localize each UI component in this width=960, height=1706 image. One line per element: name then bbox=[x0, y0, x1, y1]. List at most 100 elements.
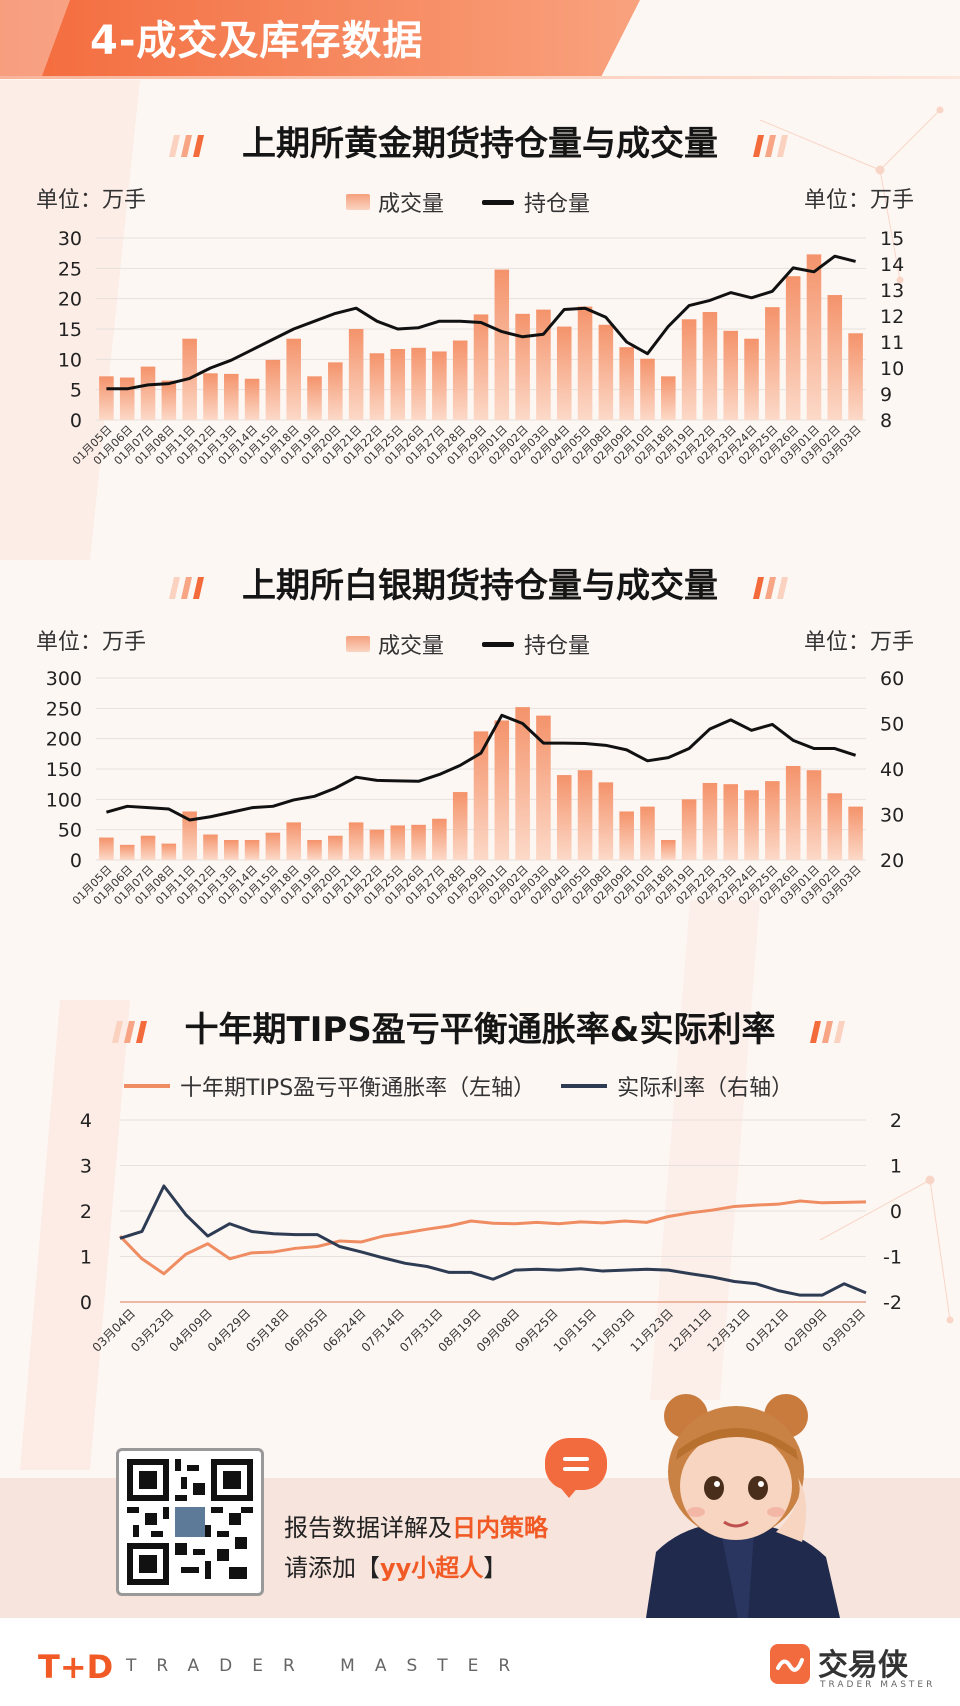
y-tick-label-left: 200 bbox=[46, 729, 82, 751]
bar bbox=[223, 839, 239, 860]
gold-unit-right: 单位：万手 bbox=[804, 188, 915, 213]
bar bbox=[411, 824, 426, 860]
y-tick-label-right: 9 bbox=[880, 384, 892, 406]
bar bbox=[765, 307, 780, 420]
bar bbox=[119, 377, 135, 420]
bar bbox=[140, 835, 156, 860]
gold-chart-title: 上期所黄金期货持仓量与成交量 bbox=[0, 116, 960, 165]
tips-chart: 01234-2-101203月04日03月23日04月09日04月29日05月1… bbox=[80, 1110, 902, 1355]
y-tick-label-left: 20 bbox=[58, 289, 82, 311]
legend-volume-label: 成交量 bbox=[378, 634, 445, 659]
stripes-right-icon bbox=[810, 1020, 846, 1043]
stripes-right-icon bbox=[753, 134, 788, 157]
bar bbox=[182, 811, 197, 860]
bar bbox=[432, 818, 447, 860]
stripes-left-icon bbox=[169, 576, 204, 599]
bar bbox=[328, 362, 343, 420]
y-tick-label-right: 1 bbox=[890, 1156, 902, 1178]
promo-line-2-highlight: yy小超人 bbox=[380, 1554, 484, 1582]
bar bbox=[390, 349, 406, 420]
bar bbox=[119, 844, 135, 860]
bar bbox=[661, 839, 676, 860]
legend-bar-swatch bbox=[346, 636, 370, 652]
bar bbox=[411, 347, 426, 420]
y-tick-label-right: 8 bbox=[880, 410, 892, 432]
bar bbox=[390, 825, 406, 860]
bar bbox=[577, 306, 593, 420]
y-tick-label-left: 150 bbox=[46, 759, 82, 781]
bar bbox=[785, 765, 801, 860]
bar bbox=[307, 376, 322, 420]
legend-real-label: 实际利率（右轴） bbox=[617, 1076, 794, 1101]
legend-real-swatch bbox=[561, 1084, 608, 1088]
bar bbox=[702, 312, 718, 420]
y-tick-label-right: 50 bbox=[880, 714, 904, 736]
y-tick-label-left: 15 bbox=[58, 319, 82, 341]
brand-subtitle-right: TRADER MASTER bbox=[820, 1680, 936, 1690]
bar bbox=[494, 269, 510, 420]
legend-bar-swatch bbox=[346, 194, 370, 210]
y-tick-label-left: 0 bbox=[80, 1292, 92, 1314]
brand-subtitle-left: TRADER MASTER bbox=[126, 1656, 531, 1676]
bar bbox=[432, 351, 447, 420]
bar bbox=[515, 313, 530, 420]
y-tick-label-right: 15 bbox=[880, 228, 904, 250]
silver-legend: 成交量 持仓量 bbox=[346, 628, 590, 660]
promo-line-1-highlight: 日内策略 bbox=[452, 1514, 548, 1542]
legend-volume-label: 成交量 bbox=[378, 192, 445, 217]
bar bbox=[265, 832, 281, 860]
bar bbox=[161, 380, 177, 420]
bar bbox=[723, 784, 739, 860]
y-tick-label-left: 0 bbox=[70, 850, 82, 872]
promo-line-1: 报告数据详解及日内策略 bbox=[284, 1508, 548, 1543]
y-tick-label-right: 40 bbox=[880, 759, 904, 781]
bar bbox=[640, 806, 655, 860]
stripes-left-icon bbox=[169, 134, 204, 157]
stripes-left-icon bbox=[111, 1020, 147, 1043]
bar bbox=[577, 770, 593, 860]
bar bbox=[286, 822, 301, 860]
y-tick-label-left: 3 bbox=[80, 1156, 92, 1178]
gold-chart: 0510152025308910111213141501月05日01月06日01… bbox=[58, 228, 904, 467]
bar bbox=[515, 707, 530, 860]
y-tick-label-right: 20 bbox=[880, 850, 904, 872]
promo-line-2: 请添加【yy小超人】 bbox=[284, 1548, 507, 1583]
brand-logo-icon bbox=[770, 1644, 810, 1684]
bar bbox=[619, 811, 634, 860]
bar bbox=[848, 806, 863, 860]
bar bbox=[661, 376, 676, 420]
bar bbox=[785, 276, 801, 420]
y-tick-label-right: 30 bbox=[880, 805, 904, 827]
brand-logo-left: T+D bbox=[38, 1648, 114, 1686]
legend-position-label: 持仓量 bbox=[524, 634, 591, 659]
bar bbox=[369, 353, 385, 420]
gold-chart-title-text: 上期所黄金期货持仓量与成交量 bbox=[242, 124, 718, 164]
y-tick-label-left: 300 bbox=[46, 668, 82, 690]
silver-unit-left: 单位：万手 bbox=[36, 630, 147, 655]
bar bbox=[286, 338, 301, 420]
real-rate-line bbox=[119, 1184, 867, 1297]
y-tick-label-left: 0 bbox=[70, 410, 82, 432]
bar bbox=[765, 781, 780, 860]
bar bbox=[640, 358, 655, 420]
tips-chart-title-text: 十年期TIPS盈亏平衡通胀率&实际利率 bbox=[184, 1010, 776, 1050]
y-tick-label-left: 250 bbox=[46, 698, 82, 720]
bar bbox=[473, 314, 489, 420]
y-tick-label-left: 25 bbox=[58, 258, 82, 280]
silver-chart-title: 上期所白银期货持仓量与成交量 bbox=[0, 558, 960, 607]
y-tick-label-right: 2 bbox=[890, 1110, 902, 1132]
chat-bubble-icon bbox=[545, 1438, 607, 1498]
y-tick-label-right: 0 bbox=[890, 1201, 902, 1223]
bar bbox=[265, 359, 281, 420]
bar bbox=[348, 329, 364, 420]
promo-line-1-prefix: 报告数据详解及 bbox=[284, 1514, 452, 1542]
bar bbox=[369, 829, 385, 860]
y-tick-label-left: 2 bbox=[80, 1201, 92, 1223]
bar bbox=[536, 715, 551, 860]
y-tick-label-right: 12 bbox=[880, 306, 904, 328]
bar bbox=[598, 782, 614, 860]
silver-chart: 050100150200250300203040506001月05日01月06日… bbox=[46, 668, 904, 907]
qr-code[interactable] bbox=[116, 1448, 264, 1596]
bar bbox=[161, 843, 177, 860]
tips-breakeven-line bbox=[118, 1199, 867, 1276]
